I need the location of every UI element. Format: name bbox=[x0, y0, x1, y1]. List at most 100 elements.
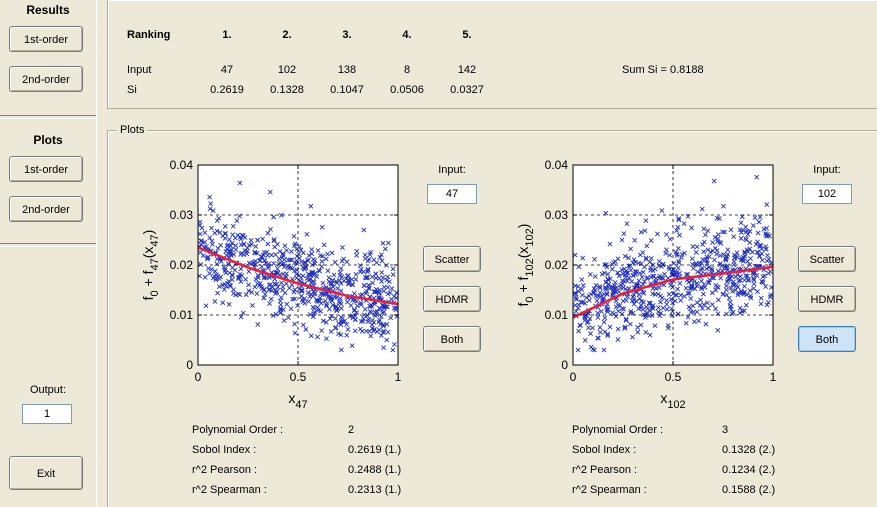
scatter-point bbox=[202, 274, 208, 280]
right-input-field[interactable]: 102 bbox=[802, 184, 852, 204]
scatter-point bbox=[369, 303, 375, 309]
right-both-button[interactable]: Both bbox=[798, 326, 856, 352]
scatter-point bbox=[319, 259, 325, 264]
scatter-point bbox=[323, 302, 329, 307]
scatter-point bbox=[748, 295, 754, 301]
right-hdmr-button[interactable]: HDMR bbox=[798, 286, 856, 312]
results-second-order-button[interactable]: 2nd-order bbox=[9, 66, 83, 92]
scatter-point bbox=[288, 249, 294, 254]
scatter-point bbox=[628, 267, 634, 273]
scatter-point bbox=[331, 272, 337, 278]
left-input-field[interactable]: 47 bbox=[427, 184, 477, 204]
scatter-point bbox=[717, 261, 723, 267]
scatter-point bbox=[292, 241, 298, 247]
scatter-point bbox=[723, 283, 729, 289]
scatter-point bbox=[302, 300, 308, 306]
left-both-button[interactable]: Both bbox=[423, 326, 481, 352]
scatter-point bbox=[320, 253, 325, 259]
output-field[interactable]: 1 bbox=[22, 404, 72, 424]
scatter-point bbox=[575, 288, 581, 294]
scatter-point bbox=[745, 273, 750, 279]
output-label: Output: bbox=[29, 384, 67, 396]
scatter-point bbox=[633, 269, 639, 274]
scatter-point bbox=[694, 309, 700, 315]
scatter-point bbox=[350, 313, 355, 319]
scatter-point bbox=[706, 265, 712, 270]
scatter-point bbox=[759, 257, 765, 263]
scatter-point bbox=[390, 272, 396, 277]
left-scatter-button[interactable]: Scatter bbox=[423, 246, 481, 272]
scatter-point bbox=[602, 262, 608, 267]
scatter-point bbox=[339, 258, 345, 264]
plots-first-order-button[interactable]: 1st-order bbox=[9, 156, 83, 182]
scatter-point bbox=[667, 252, 673, 258]
scatter-point bbox=[332, 259, 338, 265]
scatter-point bbox=[676, 260, 682, 266]
scatter-point bbox=[587, 271, 593, 277]
scatter-point bbox=[669, 312, 675, 318]
scatter-point bbox=[377, 317, 383, 323]
scatter-point bbox=[259, 254, 265, 260]
results-first-order-button[interactable]: 1st-order bbox=[9, 26, 83, 52]
scatter-point bbox=[238, 236, 244, 242]
scatter-point bbox=[628, 310, 634, 316]
exit-button[interactable]: Exit bbox=[9, 456, 83, 490]
scatter-point bbox=[378, 332, 384, 338]
results-heading: Results bbox=[26, 3, 70, 17]
scatter-point bbox=[643, 329, 649, 335]
scatter-point bbox=[217, 229, 223, 235]
scatter-point bbox=[751, 281, 757, 287]
scatter-point bbox=[759, 246, 765, 252]
scatter-point bbox=[645, 275, 651, 281]
scatter-point bbox=[587, 316, 593, 322]
scatter-point bbox=[319, 328, 325, 334]
scatter-point bbox=[594, 298, 600, 304]
scatter-point bbox=[757, 214, 763, 220]
scatter-point bbox=[747, 288, 753, 294]
scatter-point bbox=[381, 345, 387, 351]
scatter-point bbox=[747, 246, 753, 252]
scatter-point bbox=[688, 278, 694, 284]
y-tick-label: 0.02 bbox=[545, 258, 569, 272]
scatter-point bbox=[338, 288, 344, 294]
scatter-point bbox=[286, 265, 292, 271]
scatter-point bbox=[728, 227, 734, 233]
scatter-point bbox=[730, 309, 736, 315]
scatter-point bbox=[653, 275, 659, 281]
scatter-point bbox=[364, 288, 370, 294]
scatter-point bbox=[623, 316, 629, 322]
scatter-point bbox=[262, 258, 268, 264]
scatter-point bbox=[683, 272, 689, 277]
scatter-point bbox=[767, 294, 773, 300]
left-hdmr-button[interactable]: HDMR bbox=[423, 286, 481, 312]
scatter-point bbox=[765, 300, 771, 305]
right-scatter-button[interactable]: Scatter bbox=[798, 246, 856, 272]
scatter-point bbox=[641, 290, 647, 296]
scatter-point bbox=[642, 264, 647, 270]
input-value: 47 bbox=[220, 64, 234, 76]
scatter-point bbox=[612, 280, 618, 285]
scatter-point bbox=[229, 272, 235, 278]
scatter-point bbox=[303, 326, 309, 332]
scatter-point bbox=[670, 300, 676, 306]
scatter-point bbox=[202, 239, 208, 245]
scatter-point bbox=[754, 273, 760, 279]
scatter-point bbox=[388, 315, 394, 321]
y-axis-label: f0 + f47(x47) bbox=[140, 230, 161, 301]
scatter-point bbox=[724, 263, 730, 269]
scatter-point bbox=[728, 285, 734, 291]
scatter-point bbox=[751, 286, 756, 291]
scatter-point bbox=[647, 332, 653, 338]
plots-second-order-button[interactable]: 2nd-order bbox=[9, 196, 83, 222]
scatter-point bbox=[300, 322, 306, 328]
scatter-point bbox=[281, 318, 287, 324]
scatter-point bbox=[257, 280, 263, 286]
scatter-point bbox=[199, 238, 205, 244]
rank-4: 4. bbox=[402, 29, 412, 41]
scatter-point bbox=[280, 307, 286, 313]
scatter-point bbox=[665, 325, 671, 331]
scatter-point bbox=[366, 282, 372, 288]
scatter-point bbox=[599, 271, 605, 277]
scatter-point bbox=[703, 256, 709, 262]
y-tick-label: 0.02 bbox=[170, 258, 194, 272]
